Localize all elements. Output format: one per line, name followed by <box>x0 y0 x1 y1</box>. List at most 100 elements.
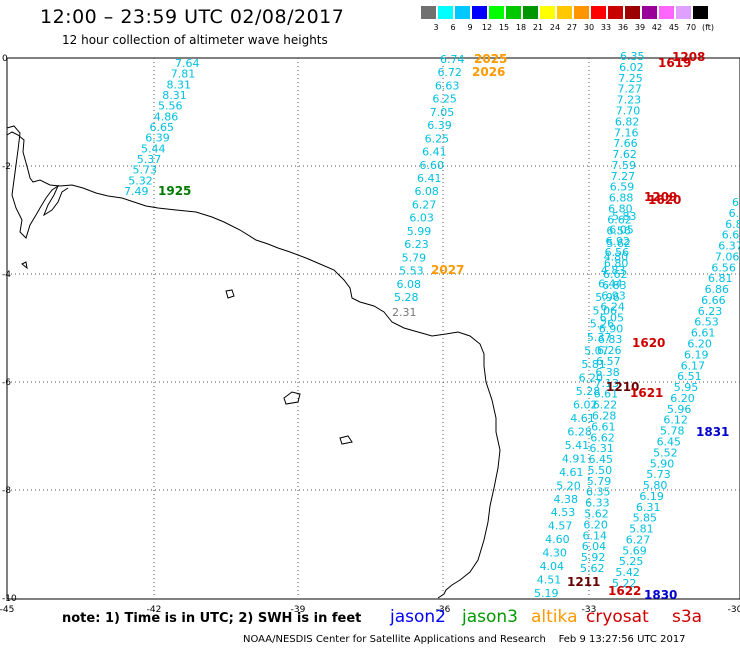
pass-time-label: 1830 <box>644 588 677 602</box>
coastline <box>6 131 501 599</box>
wave-height-value: 5.62 <box>606 237 631 250</box>
wave-height-value: 6.31 <box>636 501 661 514</box>
colorbar-swatch <box>693 6 708 19</box>
x-tick-label: -30 <box>728 605 740 615</box>
wave-height-value: 4.04 <box>540 560 565 573</box>
wave-height-value: 6.23 <box>698 305 723 318</box>
wave-height-value: 7.06 <box>715 250 740 263</box>
island-1 <box>225 289 235 299</box>
wave-height-value: 6.60 <box>420 159 445 172</box>
wave-height-value: 5.37 <box>137 153 162 166</box>
wave-height-value: 6.86 <box>705 283 730 296</box>
colorbar-label: 36 <box>617 23 629 32</box>
wave-height-value: 6.20 <box>583 518 608 531</box>
wave-height-value: 4.57 <box>548 520 573 533</box>
colorbar-label: 30 <box>583 23 595 32</box>
wave-height-value: 7.81 <box>171 68 196 81</box>
wave-height-value: 6.61 <box>732 196 740 209</box>
colorbar-label: 24 <box>549 23 561 32</box>
wave-height-value: 6.56 <box>606 224 631 237</box>
pass-time-label: 1620 <box>632 336 665 350</box>
pass-time-label: 1210 <box>606 380 639 394</box>
wave-height-value: 6.87 <box>725 218 740 231</box>
x-tick-label: -45 <box>0 605 14 615</box>
wave-height-value: 7.27 <box>617 83 642 96</box>
wave-height-value: 6.74 <box>440 53 465 66</box>
wave-height-value: 6.27 <box>626 533 651 546</box>
x-tick-label: -42 <box>147 605 162 615</box>
legend-item-jason2: jason2 <box>390 607 446 627</box>
y-tick-label: -10 <box>2 594 17 604</box>
wave-height-value: 6.20 <box>670 392 695 405</box>
colorbar-label: 9 <box>467 23 473 32</box>
wave-height-value: 5.81 <box>629 523 654 536</box>
wave-height-value: 5.96 <box>667 403 692 416</box>
island-3 <box>339 435 353 445</box>
wave-height-value: 6.93 <box>601 290 626 303</box>
wave-height-value: 6.59 <box>610 181 635 194</box>
wave-height-value: 6.41 <box>422 146 447 159</box>
colorbar-swatch <box>591 6 606 19</box>
wave-height-value: 8.31 <box>167 78 192 91</box>
colorbar-swatch <box>676 6 691 19</box>
wave-height-value: 5.81 <box>581 358 606 371</box>
wave-height-value: 5.37 <box>587 331 612 344</box>
colorbar-swatch <box>540 6 555 19</box>
wave-height-value: 6.19 <box>684 348 709 361</box>
wave-height-value: 6.51 <box>677 370 702 383</box>
colorbar-label: 6 <box>450 23 456 32</box>
pass-time-label: 1620 <box>648 193 681 207</box>
colorbar-label: 3 <box>433 23 439 32</box>
wave-height-value: 6.61 <box>594 388 619 401</box>
wave-height-value: 4.80 <box>604 250 629 263</box>
wave-height-value: 5.95 <box>674 381 699 394</box>
wave-height-value: 6.02 <box>619 61 644 74</box>
y-tick-label: -6 <box>2 378 11 388</box>
wave-height-value: 6.83 <box>602 279 627 292</box>
wave-height-value: 6.37 <box>718 240 740 253</box>
colorbar-label: 39 <box>634 23 646 32</box>
wave-height-value: 5.22 <box>612 577 637 590</box>
wave-height-value: 7.23 <box>617 94 642 107</box>
colorbar-label: 12 <box>481 23 493 32</box>
wave-height-value: 7.27 <box>611 170 636 183</box>
wave-height-value: 5.96 <box>595 291 620 304</box>
wave-height-value: 4.86 <box>154 110 179 123</box>
wave-height-value: 4.61 <box>559 466 584 479</box>
wave-height-value: 5.62 <box>584 508 609 521</box>
x-tick-label: -33 <box>582 605 597 615</box>
wave-height-value: 4.53 <box>551 506 576 519</box>
legend-item-s3a: s3a <box>672 607 703 627</box>
colorbar-swatch <box>523 6 538 19</box>
wave-height-value: 6.62 <box>590 431 615 444</box>
colorbar-label: (ft) <box>701 23 715 32</box>
colorbar-label: 42 <box>651 23 663 32</box>
footer-agency: NOAA/NESDIS Center for Satellite Applica… <box>243 634 546 645</box>
wave-height-value: 6.66 <box>701 294 726 307</box>
altimeter-track-values: 7.647.818.318.315.564.866.656.395.445.37… <box>124 50 740 602</box>
wave-height-value: 6.72 <box>437 66 462 79</box>
island-2 <box>283 391 301 405</box>
wave-height-value: 6.56 <box>605 246 630 259</box>
wave-height-value: 6.62 <box>607 213 632 226</box>
tick-labels: -45 -42 -39 -36 -33 -30 0 -2 -4 -6 -8 -10 <box>0 54 740 615</box>
wave-height-value: 5.06 <box>593 304 618 317</box>
wave-height-value: 5.62 <box>580 562 605 575</box>
colorbar-label: 18 <box>515 23 527 32</box>
wave-height-value: 6.20 <box>687 338 712 351</box>
wave-height-value: 6.25 <box>425 132 450 145</box>
wave-height-value: 6.12 <box>663 414 688 427</box>
wave-height-value: 5.56 <box>158 100 183 113</box>
wave-height-value: 6.83 <box>598 333 623 346</box>
wave-height-value: 7.62 <box>612 148 637 161</box>
wave-height-value: 6.33 <box>585 497 610 510</box>
wave-height-value: 5.85 <box>633 512 658 525</box>
wave-height-value: 5.41 <box>565 439 590 452</box>
pass-time-label: 1619 <box>658 56 691 70</box>
wave-height-value: 2.31 <box>392 306 417 319</box>
wave-height-value: 4.60 <box>545 533 570 546</box>
colorbar-swatch <box>438 6 453 19</box>
pass-time-label: 1925 <box>158 184 191 198</box>
wave-height-value: 7.13 <box>594 377 619 390</box>
wave-height-value: 6.53 <box>694 316 719 329</box>
